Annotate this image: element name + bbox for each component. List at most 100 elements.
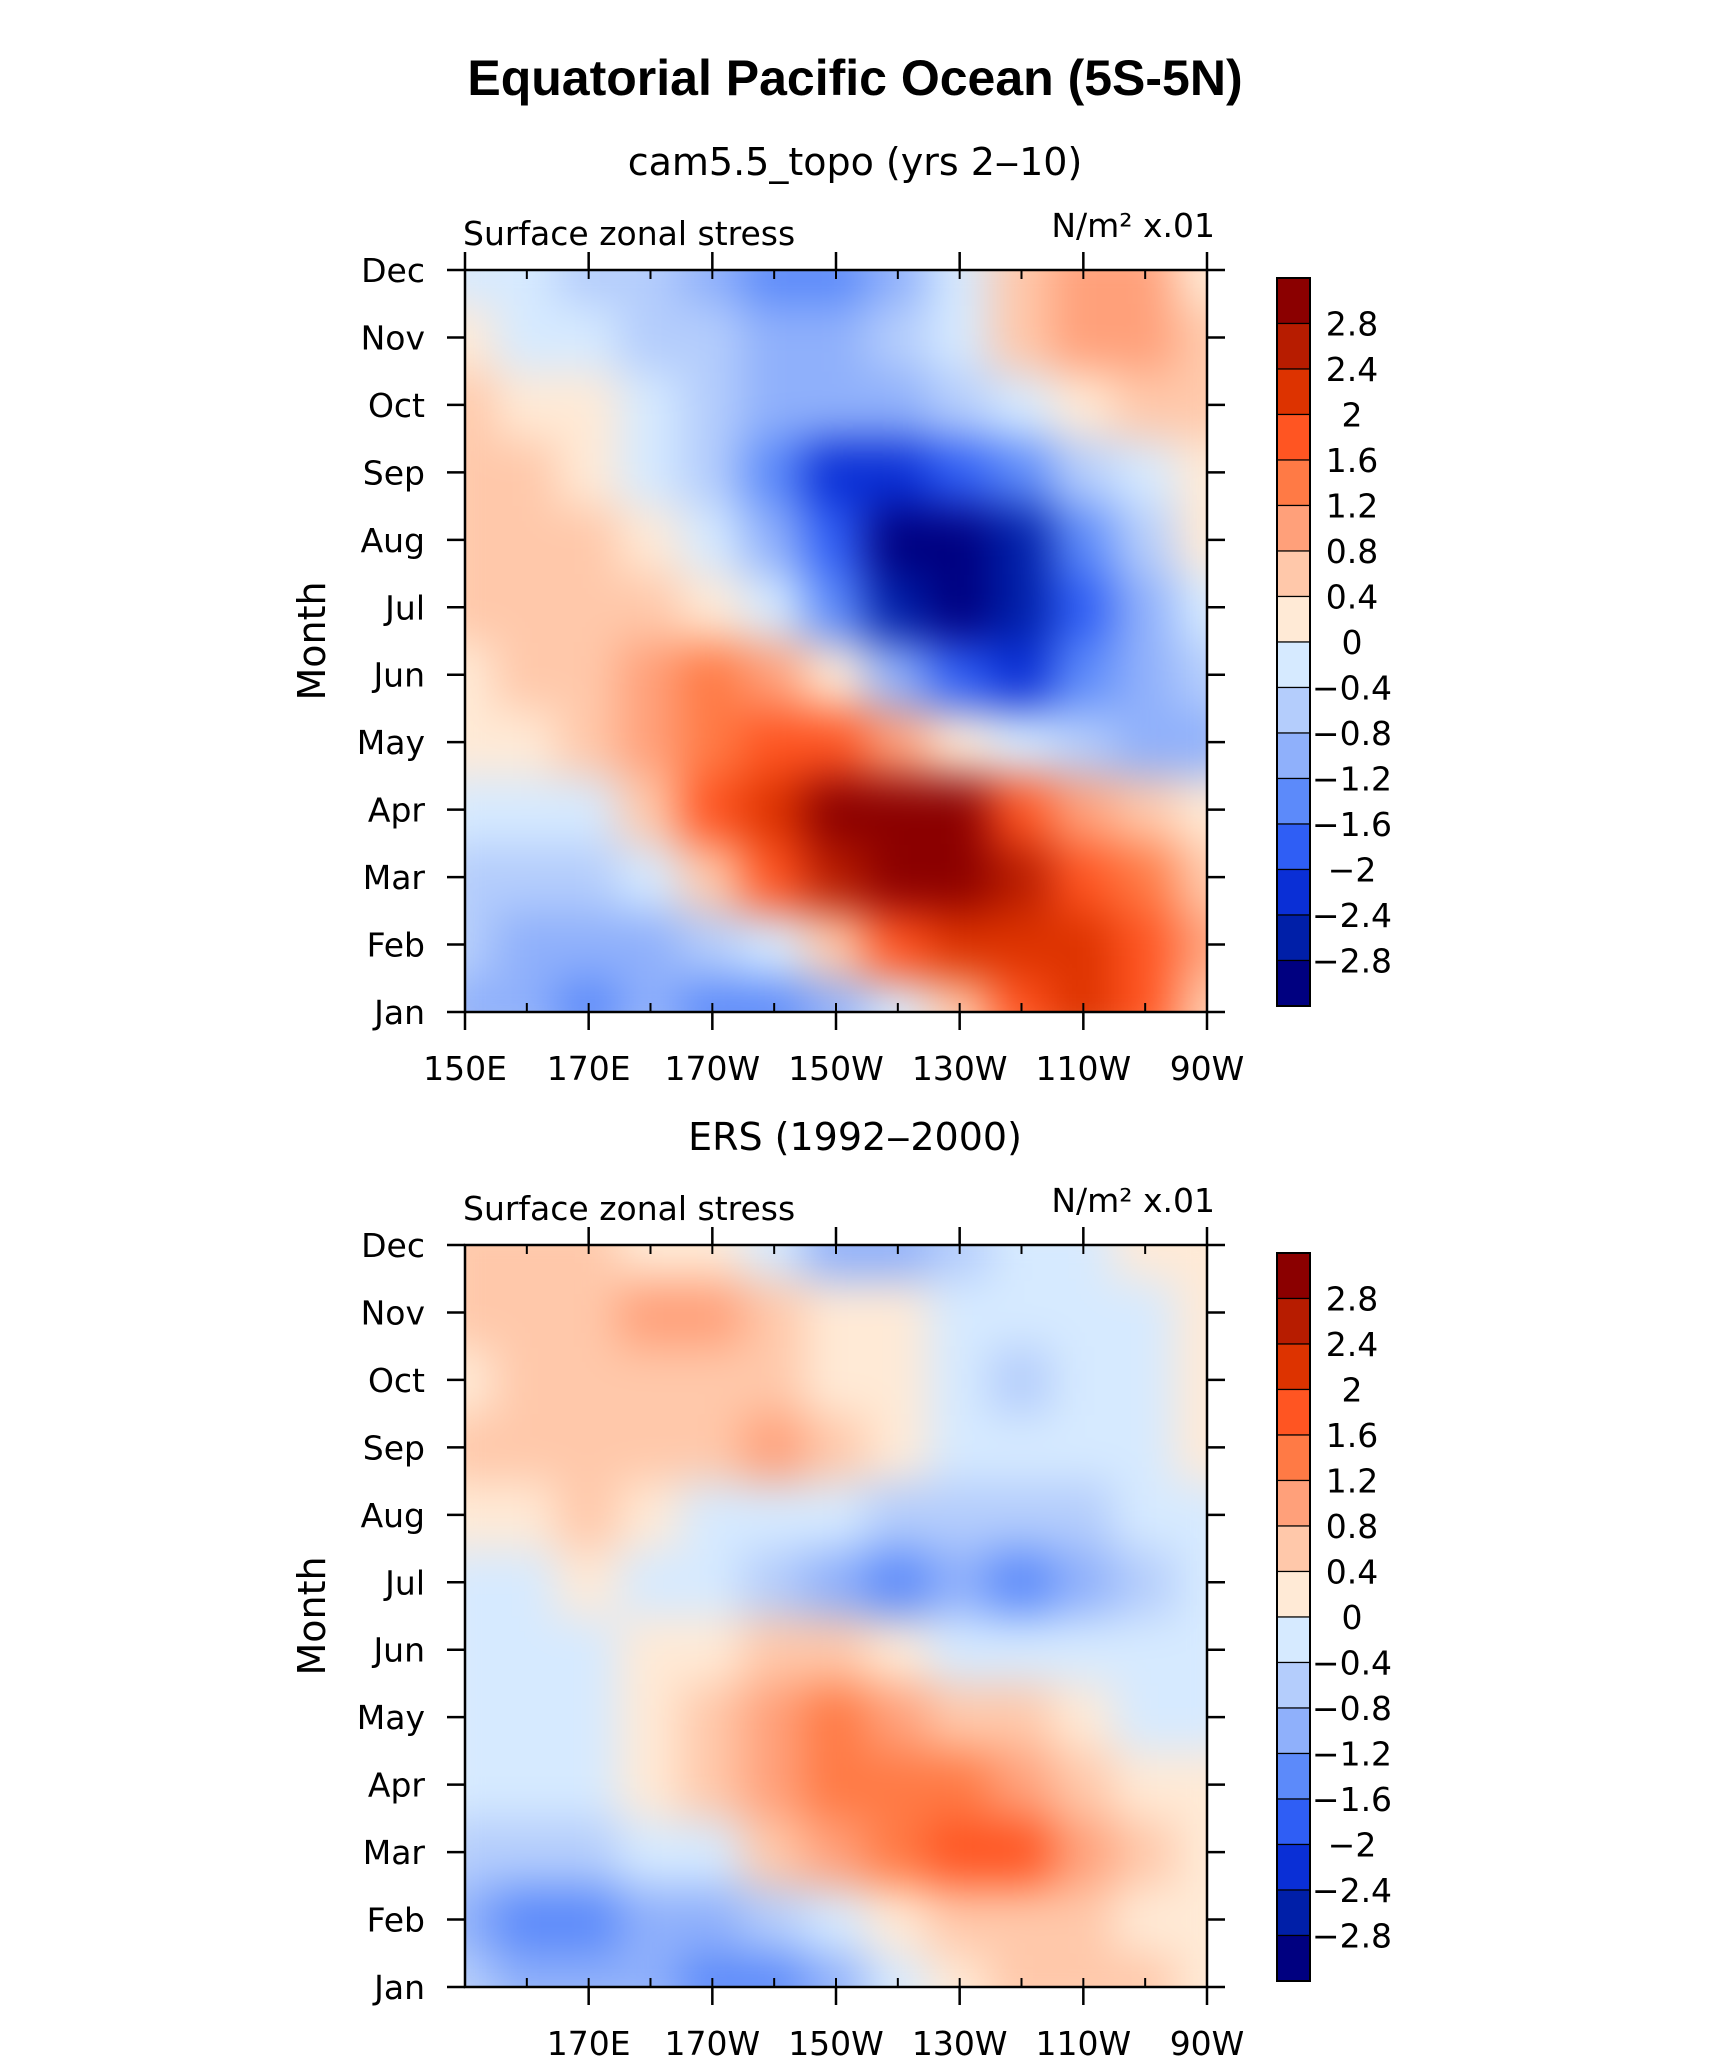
grid-cell — [742, 437, 807, 508]
colorbar-label: 2.8 — [1326, 1280, 1378, 1319]
grid-cell — [1175, 1749, 1207, 1820]
grid-cell — [556, 1345, 621, 1415]
grid-cell — [927, 302, 992, 373]
colorbar-box — [1276, 1752, 1311, 1800]
grid-cell — [865, 1480, 930, 1550]
grid-cell — [927, 1615, 992, 1685]
grid-cell — [1175, 1682, 1207, 1752]
grid-cell — [804, 370, 868, 440]
y-tick-label: Aug — [361, 521, 425, 560]
grid-cell — [804, 1884, 868, 1955]
grid-cell — [1113, 1345, 1177, 1415]
grid-cell — [1051, 1682, 1116, 1752]
grid-cell — [1175, 1345, 1207, 1415]
grid-cell — [742, 774, 807, 845]
y-tick-label: Feb — [367, 926, 425, 965]
colorbar-label: 0 — [1342, 623, 1363, 662]
grid-cell — [494, 1412, 559, 1483]
grid-cell — [494, 1480, 559, 1550]
grid-cell — [465, 1749, 497, 1820]
grid-cell — [1113, 707, 1177, 777]
colorbar-label: 2 — [1342, 396, 1363, 435]
grid-cell — [1113, 1480, 1177, 1550]
grid-cell — [1113, 505, 1177, 575]
grid-cell — [1051, 1749, 1116, 1820]
grid-cell — [465, 1817, 497, 1887]
grid-cell — [1051, 370, 1116, 440]
grid-cell — [1051, 505, 1116, 575]
colorbar-frame — [1276, 1252, 1311, 1982]
grid-cell — [804, 437, 868, 508]
colorbar-frame — [1276, 277, 1311, 1007]
grid-cell — [618, 909, 683, 980]
grid-cell — [1175, 270, 1207, 305]
variable-label: Surface zonal stress — [463, 214, 795, 253]
grid-cell — [989, 774, 1054, 845]
variable-label: Surface zonal stress — [463, 1189, 795, 1228]
grid-cell — [680, 1817, 745, 1887]
grid-cell — [556, 302, 621, 373]
colorbar-label: 0 — [1342, 1598, 1363, 1637]
grid-cell — [556, 437, 621, 508]
grid-cell — [556, 572, 621, 642]
grid-cell — [494, 1749, 559, 1820]
grid-cell — [1113, 1547, 1177, 1617]
panel-2: ERS (1992‒2000) Surface zonal stress N/m² … — [290, 1115, 1392, 2062]
grid-cell — [1175, 1884, 1207, 1955]
y-tick-label: Apr — [368, 791, 426, 830]
grid-cell — [618, 1615, 683, 1685]
panel-title: ERS (1992‒2000) — [688, 1115, 1022, 1159]
grid-cell — [989, 1345, 1054, 1415]
grid-cell — [1051, 1345, 1116, 1415]
grid-cell — [1175, 842, 1207, 912]
grid-cell — [1113, 437, 1177, 508]
colorbar-label: −0.4 — [1312, 669, 1392, 708]
grid-cell — [804, 909, 868, 980]
grid-cell — [1051, 774, 1116, 845]
grid-cell — [465, 774, 497, 845]
contour-field — [465, 270, 1207, 1012]
grid-cell — [804, 1547, 868, 1617]
grid-cell — [618, 1345, 683, 1415]
grid-cell — [742, 1884, 807, 1955]
grid-cell — [556, 774, 621, 845]
grid-cell — [465, 437, 497, 508]
grid-cell — [742, 1817, 807, 1887]
colorbar-label: −1.2 — [1312, 1735, 1392, 1774]
colorbar-label: 1.6 — [1326, 1416, 1378, 1455]
grid-cell — [1175, 977, 1207, 1012]
units-label: N/m² x.01 — [1051, 1181, 1215, 1220]
grid-cell — [865, 1817, 930, 1887]
plot-area — [465, 270, 1207, 1012]
grid-cell — [927, 640, 992, 710]
colorbar-box — [1276, 868, 1311, 916]
grid-cell — [1175, 1245, 1207, 1280]
grid-cell — [494, 1884, 559, 1955]
colorbar-label: 2.4 — [1326, 1325, 1378, 1364]
grid-cell — [465, 1547, 497, 1617]
grid-cell — [556, 707, 621, 777]
grid-cell — [989, 1749, 1054, 1820]
grid-cell — [804, 1749, 868, 1820]
grid-cell — [742, 1749, 807, 1820]
y-tick-label: Jul — [383, 588, 425, 627]
grid-cell — [680, 1682, 745, 1752]
grid-cell — [1051, 302, 1116, 373]
grid-cell — [618, 505, 683, 575]
colorbar-label: 0.4 — [1326, 1553, 1378, 1592]
grid-cell — [465, 1615, 497, 1685]
grid-cell — [989, 1277, 1054, 1348]
y-tick-label: Nov — [361, 1293, 425, 1332]
grid-cell — [494, 1817, 559, 1887]
grid-cell — [865, 1412, 930, 1483]
grid-cell — [1175, 1412, 1207, 1483]
colorbar: 2.8 2.4 2 1.6 1.2 0.8 0.4 0 −0.4 −0.8 −1.2 −1.6 −2 −2… — [1276, 277, 1392, 1007]
grid-cell — [680, 842, 745, 912]
grid-cell — [494, 842, 559, 912]
grid-cell — [804, 1480, 868, 1550]
grid-cell — [680, 1480, 745, 1550]
colorbar-label: 1.6 — [1326, 441, 1378, 480]
grid-cell — [804, 1817, 868, 1887]
grid-cell — [1051, 437, 1116, 508]
